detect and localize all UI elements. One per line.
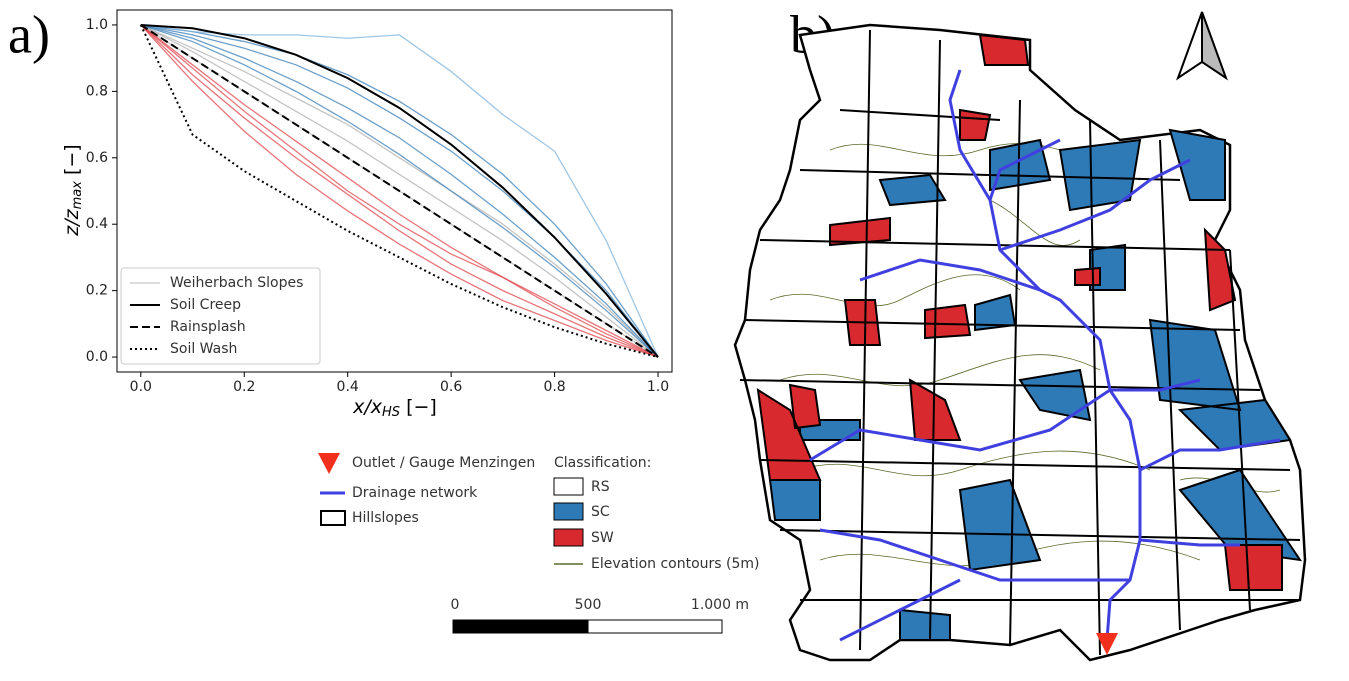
y-axis-label: z/zmax [−]: [61, 144, 85, 236]
y-tick-label: 0.0: [86, 349, 108, 365]
y-tick-label: 0.8: [86, 83, 108, 99]
legend: Weiherbach Slopes Soil Creep Rainsplash Soi…: [130, 275, 303, 357]
x-tick-label: 0.0: [130, 379, 152, 395]
slope-line: [140, 24, 659, 358]
x-tick-label: 1.0: [647, 379, 669, 395]
x-tick-label: 0.2: [233, 379, 255, 395]
model-line: [139, 24, 659, 359]
x-tick-label: 0.8: [543, 379, 565, 395]
y-tick-label: 1.0: [86, 17, 108, 33]
slope-line: [140, 24, 659, 358]
plot-area: 0.0 0.2 0.4 0.6 0.8 1.0 0.0 0.2 0.4 0.6 0.8 1.0: [86, 17, 669, 395]
slope-line: [140, 24, 659, 358]
scale-label: 500: [575, 597, 602, 613]
outlet-marker: [1096, 633, 1118, 655]
legend-label: Soil Creep: [170, 297, 241, 313]
scale-label: 0: [451, 597, 460, 613]
slope-line: [140, 24, 659, 358]
scale-bar: 0 500 1.000 m: [451, 597, 749, 634]
x-axis-label: x/xHS [−]: [352, 396, 437, 420]
legend-label: Hillslopes: [352, 510, 419, 526]
legend-symbol: [320, 510, 346, 526]
y-tick-label: 0.2: [86, 283, 108, 299]
legend-label: SW: [591, 530, 614, 546]
y-tick-label: 0.4: [86, 216, 108, 232]
model-line: [140, 23, 659, 358]
map-legend: Outlet / Gauge Menzingen Drainage networ…: [318, 453, 760, 572]
x-tick-label: 0.4: [337, 379, 359, 395]
legend-symbol: [553, 477, 584, 496]
model-line: [140, 24, 659, 358]
panel-label: a): [8, 4, 50, 64]
x-tick-label: 0.6: [440, 379, 462, 395]
slope-line: [140, 24, 659, 358]
slope-line: [140, 24, 659, 358]
legend-label: Elevation contours (5m): [591, 556, 760, 572]
plot-frame: [116, 9, 673, 373]
slope-line: [140, 24, 659, 358]
legend-symbol: [553, 528, 584, 547]
legend-symbol: [553, 502, 584, 521]
legend-label: Weiherbach Slopes: [170, 275, 303, 291]
legend-box: [120, 267, 321, 365]
north-arrow: [1176, 11, 1228, 81]
y-tick-label: 0.6: [86, 150, 108, 166]
slope-line: [140, 24, 659, 358]
legend-label: RS: [591, 479, 610, 495]
slope-line: [140, 24, 659, 358]
legend-label: Rainsplash: [170, 319, 246, 335]
legend-symbol: [318, 453, 340, 474]
slope-line: [140, 24, 659, 358]
legend-title: Classification:: [554, 455, 651, 471]
legend-label: Drainage network: [352, 485, 478, 501]
legend-label: SC: [591, 504, 610, 520]
legend-label: Outlet / Gauge Menzingen: [352, 455, 535, 471]
legend-label: Soil Wash: [170, 341, 237, 357]
catchment-map: [733, 23, 1307, 662]
scale-label: 1.000 m: [691, 597, 749, 613]
